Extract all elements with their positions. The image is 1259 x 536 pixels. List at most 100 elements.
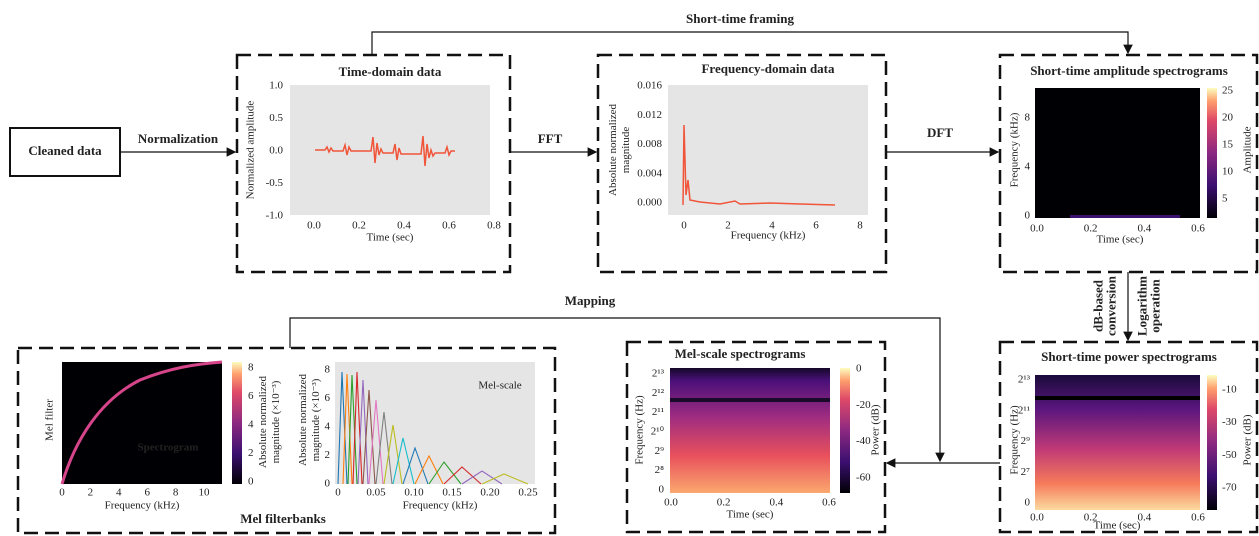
tick-label: 6 [144, 487, 150, 499]
filterbank-curve [60, 360, 223, 485]
axis-label: Frequency (kHz) [403, 500, 478, 512]
tick-label: 0.2 [717, 497, 731, 509]
axis-label: Frequency (Hz) [634, 395, 646, 465]
tick-label: 4 [769, 220, 775, 232]
tick-label: -50 [1222, 449, 1237, 461]
tick-label: 2¹² [652, 387, 665, 399]
node-label: Cleaned data [28, 143, 102, 158]
tick-label: 4 [325, 421, 331, 433]
tick-label: 20 [1222, 112, 1234, 124]
tick-label: -0.5 [266, 177, 284, 189]
edge-label: conversion [1103, 275, 1118, 336]
tick-label: 6 [813, 220, 819, 232]
tick-label: 8 [325, 364, 331, 376]
colorbar [232, 362, 242, 484]
tick-label: 0 [59, 487, 65, 499]
axis-label: Power (dB) [870, 404, 882, 455]
tick-label: 8 [248, 362, 254, 374]
tick-label: 0.8 [487, 220, 501, 232]
tick-label: 2¹³ [1018, 374, 1031, 386]
panel-title: Short-time amplitude spectrograms [1030, 63, 1228, 78]
axis-label: Frequency (kHz) [731, 230, 806, 242]
colorbar [1207, 88, 1217, 218]
tick-label: 0.2 [1084, 223, 1098, 235]
tick-label: 15 [1222, 139, 1234, 151]
tick-label: 0 [681, 220, 687, 232]
node-box [998, 53, 1259, 274]
tick-label: 2⁹ [655, 445, 665, 457]
tick-label: 0.6 [442, 220, 456, 232]
node-box [16, 346, 557, 535]
tick-label: 4 [248, 419, 254, 431]
tick-label: 8 [857, 220, 863, 232]
axis-label: Absolute normalized [607, 104, 619, 196]
tick-label: 0 [1025, 497, 1031, 509]
axis-label: Absolute normalized [257, 376, 269, 468]
tick-label: 0.000 [637, 197, 662, 209]
edge-label: DFT [927, 125, 953, 140]
tick-label: 0 [1025, 210, 1031, 222]
tick-label: 0.0 [269, 145, 283, 157]
tick-label: -10 [1222, 384, 1237, 396]
tick-label: 0.5 [269, 112, 283, 124]
tick-label: 2¹⁰ [651, 426, 665, 438]
tick-label: 0.4 [1137, 223, 1151, 235]
tick-label: 8 [1025, 112, 1031, 124]
spectrogram-detail [1070, 215, 1180, 218]
tick-label: 2¹¹ [652, 406, 664, 418]
panel-title: Short-time power spectrograms [1041, 349, 1217, 364]
tick-label: 2⁹ [1021, 435, 1031, 447]
tick-label: 0.008 [637, 138, 662, 150]
tick-label: 0.0 [664, 497, 678, 509]
tick-label: 10 [1222, 166, 1234, 178]
tick-label: 8 [173, 487, 179, 499]
panel-title: Frequency-domain data [701, 61, 835, 76]
spectrogram [1035, 375, 1200, 510]
tick-label: 2 [248, 447, 254, 459]
tick-label: 2¹¹ [1018, 404, 1030, 416]
axis-label: magnitude (×10⁻³) [270, 380, 282, 463]
tick-label: 0.25 [518, 487, 538, 499]
tick-label: 2 [725, 220, 731, 232]
node-box [625, 340, 887, 534]
tick-label: 0.0 [1030, 223, 1044, 235]
tick-label: 0.4 [769, 497, 783, 509]
tick-label: 0 [659, 484, 665, 496]
tick-label: 0.0 [307, 220, 321, 232]
tick-label: 2⁷ [1021, 466, 1031, 478]
tick-label: 2 [325, 449, 331, 461]
annotation: Mel-scale [478, 380, 521, 392]
tick-label: 0.6 [822, 497, 836, 509]
spectrum [682, 124, 836, 206]
tick-label: 0.004 [637, 167, 662, 179]
tick-label: 6 [325, 392, 331, 404]
edge-label: Mapping [565, 293, 616, 308]
spectrogram-detail [670, 398, 830, 402]
tick-label: 0.012 [637, 109, 662, 121]
edge-label: FFT [538, 131, 563, 146]
tick-label: 0.6 [1191, 223, 1205, 235]
axis-label: magnitude (×10⁻³) [310, 378, 322, 461]
panel-title: Mel filterbanks [240, 511, 326, 526]
node-box [998, 340, 1259, 534]
tick-label: -1.0 [266, 210, 284, 222]
axis-label: Power (dB) [1242, 414, 1254, 465]
tick-label: 0.6 [1191, 512, 1205, 524]
axis-label: Amplitude [1242, 126, 1254, 173]
tick-label: -70 [1222, 482, 1237, 494]
tick-label: 5 [1222, 193, 1228, 205]
tick-label: -40 [856, 435, 871, 447]
axis-label: Frequency (kHz) [1009, 112, 1021, 187]
tick-label: 0.10 [404, 487, 424, 499]
edge [289, 317, 945, 463]
tick-label: 0 [248, 476, 254, 488]
colorbar [840, 368, 850, 493]
axis-label: Absolute normalized [297, 374, 309, 466]
tick-label: 4 [1025, 161, 1031, 173]
axis-label: Mel filter [44, 399, 56, 441]
spectrogram-detail [1035, 396, 1200, 400]
edge-label: operation [1147, 279, 1162, 333]
axis-label: Frequency (kHz) [105, 500, 180, 512]
tick-label: 0.4 [397, 220, 411, 232]
plot-area [668, 85, 868, 215]
